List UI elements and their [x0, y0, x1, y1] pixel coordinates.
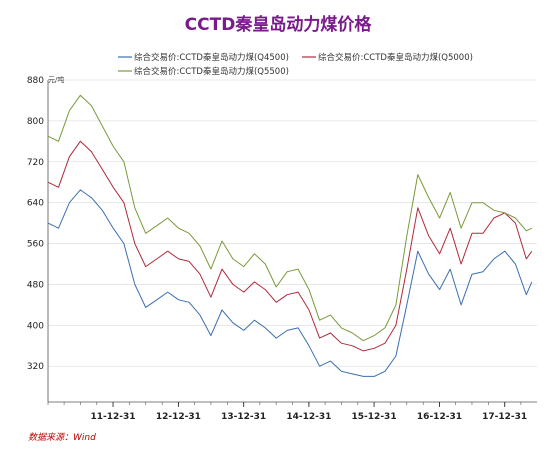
tick-labels: 320 400 480 560 640 720 800 880 11-12-31 12-12-31…: [27, 76, 527, 422]
series-line-2: [47, 94, 533, 342]
y-tick-label: 880: [27, 76, 44, 86]
legend-label-q5000: 综合交易价:CCTD秦皇岛动力煤(Q5000): [318, 52, 473, 63]
x-tick-label: 14-12-31: [286, 412, 331, 422]
legend-item-q5500: 综合交易价:CCTD秦皇岛动力煤(Q5500): [118, 66, 289, 77]
x-tick-label: 12-12-31: [156, 412, 201, 422]
x-tick-label: 15-12-31: [352, 412, 397, 422]
x-tick-label: 11-12-31: [91, 412, 136, 422]
x-tick-label: 17-12-31: [482, 412, 527, 422]
y-tick-label: 320: [27, 362, 44, 372]
legend: 综合交易价:CCTD秦皇岛动力煤(Q4500) 综合交易价:CCTD秦皇岛动力煤…: [118, 52, 473, 77]
y-tick-label: 720: [27, 158, 44, 168]
y-tick-label: 560: [27, 240, 44, 250]
legend-item-q4500: 综合交易价:CCTD秦皇岛动力煤(Q4500): [118, 52, 289, 63]
y-tick-label: 640: [27, 199, 44, 209]
series-line-1: [47, 140, 533, 352]
legend-item-q5000: 综合交易价:CCTD秦皇岛动力煤(Q5000): [302, 52, 473, 63]
chart-title: CCTD秦皇岛动力煤价格: [185, 14, 373, 35]
y-axis-unit: 元/吨: [48, 75, 64, 84]
series-lines: [47, 94, 533, 377]
legend-label-q4500: 综合交易价:CCTD秦皇岛动力煤(Q4500): [134, 52, 289, 63]
series-line-0: [47, 189, 533, 377]
x-tick-label: 16-12-31: [417, 412, 462, 422]
y-tick-label: 480: [27, 280, 44, 290]
source-note: 数据来源：Wind: [28, 432, 96, 443]
gridlines: [48, 79, 537, 367]
x-tick-label: 13-12-31: [221, 412, 266, 422]
y-tick-label: 400: [27, 321, 44, 331]
axes: [47, 80, 537, 407]
y-tick-label: 800: [27, 117, 44, 127]
legend-label-q5500: 综合交易价:CCTD秦皇岛动力煤(Q5500): [134, 66, 289, 77]
